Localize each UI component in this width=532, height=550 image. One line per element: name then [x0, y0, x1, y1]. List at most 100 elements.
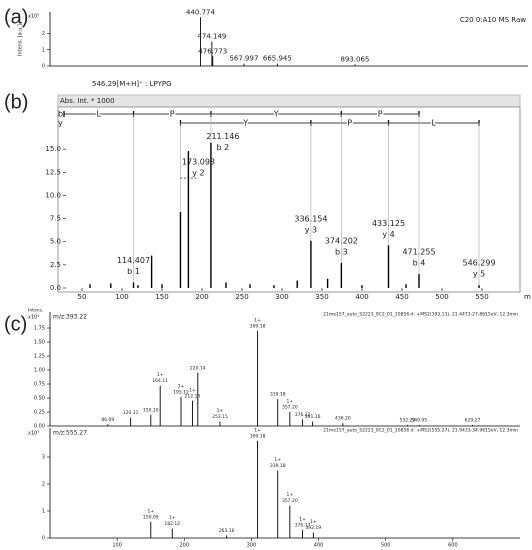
y-tick-label: 10.0: [45, 191, 61, 199]
y-tick-label: 2: [42, 482, 45, 488]
peak-label: 309.18: [250, 433, 266, 439]
peak-label: 173.098: [182, 158, 215, 167]
peak-label: 195.12: [173, 389, 189, 395]
header: 21me157_auto_S2223_0C2_01_10856.d: +MS2(…: [323, 312, 518, 318]
y-tick-label: 5.0: [50, 238, 61, 246]
peak-label: 212.13: [185, 393, 201, 399]
residue: P: [378, 110, 383, 119]
y-axis-label: Intens. [a.u.]: [18, 24, 24, 56]
peak-label: 893.065: [340, 55, 369, 63]
peak-label: 164.11: [152, 378, 168, 384]
panel-label: (c): [4, 313, 27, 335]
scale-label: x10⁵: [28, 14, 39, 20]
y-tick-label: 0.0: [50, 284, 61, 292]
y-tick-label: 0.50: [34, 396, 45, 402]
peak-label: 357.20: [282, 498, 298, 504]
charge-label: 1+: [310, 519, 317, 525]
x-tick-label: 500: [381, 543, 391, 549]
x-tick-label: 200: [180, 543, 190, 549]
ion-label: y 2: [192, 169, 204, 178]
y-tick-label: 0.25: [34, 410, 45, 416]
x-tick-label: 550: [475, 293, 488, 301]
y-tick-label: 0.75: [34, 382, 45, 388]
peak-label: 211.146: [206, 132, 239, 141]
peak-label: 309.18: [250, 323, 266, 329]
plot-frame: [57, 106, 521, 293]
peak-label: 476.773: [198, 47, 227, 55]
header-bar: [57, 94, 521, 108]
y-tick-label: 1.50: [34, 340, 45, 346]
peak-label: 336.154: [294, 214, 327, 223]
ion-label: b 4: [413, 259, 426, 268]
y-tick-label: 0: [42, 64, 45, 70]
ion-label: b 1: [127, 267, 140, 276]
peak-label: 567.997: [229, 55, 258, 63]
charge-label: 1+: [254, 427, 261, 433]
header: 21me157_auto_S2223_0C2_01_10856.d: +MS2(…: [323, 428, 518, 434]
peak-label: 433.125: [372, 219, 405, 228]
y-tick-label: 1.75: [34, 326, 45, 332]
y-tick-label: 3: [42, 455, 45, 461]
x-tick-label: 450: [395, 293, 408, 301]
panel-label: (a): [4, 6, 28, 28]
residue: L: [97, 110, 102, 119]
charge-label: 1+: [169, 515, 176, 521]
x-tick-label: 600: [448, 543, 458, 549]
charge-label: 1+: [254, 317, 261, 323]
charge-label: 1+: [147, 508, 154, 514]
peak-label: 120.11: [123, 410, 139, 416]
x-tick-label: 150: [155, 293, 168, 301]
y-tick-label: 7.5: [50, 215, 61, 223]
peak-label: 374.202: [325, 237, 358, 246]
x-axis-label: m: [524, 293, 531, 301]
x-tick-label: 100: [112, 543, 122, 549]
residue: Y: [273, 110, 279, 119]
charge-label: 1+: [287, 492, 294, 498]
y-tick-label: 1.00: [34, 368, 45, 374]
scale-label: x10⁶: [28, 315, 39, 321]
peak-label: 392.19: [305, 525, 321, 531]
x-tick-label: 300: [275, 293, 288, 301]
peak-label: 440.774: [186, 8, 215, 16]
y-tick-label: 2: [42, 31, 45, 37]
y-tick-label: 0: [42, 536, 45, 542]
peak-label: 665.945: [263, 55, 292, 63]
spectrum-title: m/z:393.22: [53, 314, 87, 321]
peak-label: 532.29: [400, 417, 416, 423]
charge-label: 1+: [178, 383, 185, 389]
x-tick-label: 500: [435, 293, 448, 301]
charge-label: 1+: [287, 399, 294, 405]
x-tick-label: 200: [195, 293, 208, 301]
ladder-label: b: [58, 110, 63, 119]
charge-label: 1+: [274, 457, 281, 463]
y-tick-label: 15.0: [45, 145, 61, 153]
peak-label: 436.20: [335, 416, 351, 422]
x-tick-label: 350: [315, 293, 328, 301]
y-axis-label: Intens.: [28, 308, 43, 314]
ion-label: y 3: [305, 225, 317, 234]
peak-label: 376.17: [295, 522, 311, 528]
subtitle: 546.29[M+H]⁺ : LPYPG: [92, 80, 172, 88]
peak-label: 339.18: [270, 463, 286, 469]
peak-label: 150.09: [143, 514, 159, 520]
x-tick-label: 400: [355, 293, 368, 301]
peak-label: 629.27: [465, 417, 481, 423]
y-tick-label: 12.5: [45, 168, 61, 176]
charge-label: 1+: [157, 372, 164, 378]
peak-label: 253.15: [212, 414, 228, 420]
ion-label: b 3: [335, 248, 348, 257]
ion-label: y 4: [382, 230, 394, 239]
x-tick-label: 100: [115, 293, 128, 301]
peak-label: 549.95: [411, 417, 427, 423]
peak-label: 86.09: [101, 417, 114, 423]
panel-label: (b): [4, 91, 28, 113]
spectrum-title: m/z:555.27: [53, 430, 87, 437]
peak-label: 220.14: [190, 365, 206, 371]
residue: P: [347, 119, 352, 128]
y-tick-label: 0.00: [34, 424, 45, 430]
y-tick-label: 2.5: [50, 261, 61, 269]
peak-label: 546.299: [462, 259, 495, 268]
peak-label: 471.255: [402, 248, 435, 257]
peak-label: 182.12: [164, 521, 180, 527]
